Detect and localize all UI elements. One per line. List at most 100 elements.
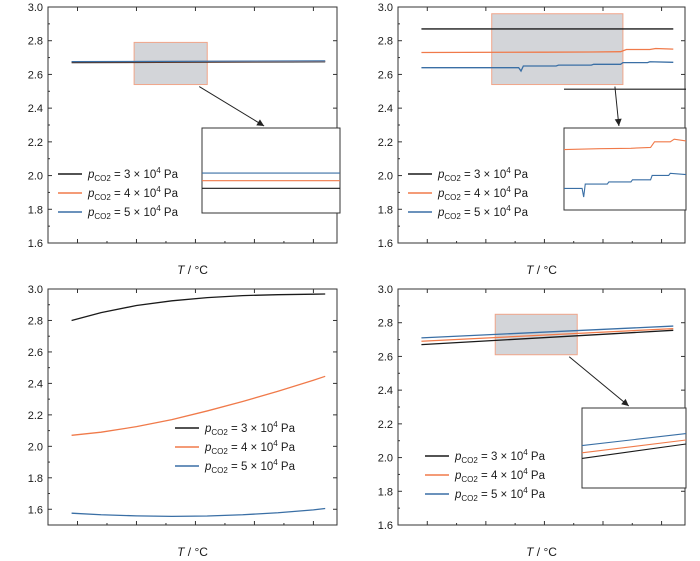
zoom-inset-frame — [563, 127, 687, 211]
legend-exponent: 4 — [273, 458, 278, 467]
zoom-arrowhead — [256, 119, 265, 126]
legend-unit: Pa — [528, 470, 546, 482]
y-tick-label: 1.8 — [378, 486, 393, 498]
legend-subscript: CO2 — [94, 193, 111, 202]
y-tick-label: 2.2 — [378, 419, 393, 431]
x-axis-title-unit: / °C — [533, 263, 557, 277]
y-tick-label: 3.0 — [378, 2, 393, 14]
legend-entry-2: pCO2 = 4 × 104 Pa — [437, 185, 529, 202]
y-tick-label: 2.0 — [28, 441, 43, 453]
series-line-2 — [421, 327, 674, 342]
y-tick-label: 1.8 — [378, 204, 393, 216]
legend-entry-3: pCO2 = 5 × 104 Pa — [204, 458, 296, 475]
y-tick-label: 2.8 — [378, 36, 393, 48]
legend-unit: Pa — [161, 169, 179, 181]
legend-unit: Pa — [278, 461, 296, 473]
y-tick-label: 3.0 — [378, 284, 393, 296]
x-axis-title-unit: / °C — [184, 263, 208, 277]
x-axis-title: T / °C — [526, 263, 557, 277]
legend-symbol: p — [87, 188, 95, 200]
legend-subscript: CO2 — [211, 447, 228, 456]
y-tick-label: 2.0 — [378, 171, 393, 183]
y-tick-label: 3.0 — [28, 284, 43, 296]
legend-symbol: p — [437, 207, 445, 219]
legend-symbol: p — [204, 461, 212, 473]
legend-value: = 3 × 10 — [478, 451, 523, 463]
x-axis-title: T / °C — [177, 263, 208, 277]
legend-exponent: 4 — [506, 204, 511, 213]
zoom-arrowhead — [621, 398, 629, 406]
legend-exponent: 4 — [523, 448, 528, 457]
zoom-region-box — [491, 13, 624, 86]
x-axis — [397, 7, 663, 243]
legend-subscript: CO2 — [461, 475, 478, 484]
zoom-series-3 — [581, 433, 687, 447]
zoom-inset — [581, 407, 687, 489]
plot-lines — [71, 60, 326, 64]
legend-subscript: CO2 — [211, 466, 228, 475]
y-tick-label: 2.6 — [378, 351, 393, 363]
series-line-3 — [421, 325, 674, 339]
x-axis-title: T / °C — [526, 545, 557, 559]
legend-symbol: p — [437, 188, 445, 200]
series-line-1 — [421, 329, 674, 346]
legend-value: = 3 × 10 — [111, 169, 156, 181]
legend-subscript: CO2 — [461, 494, 478, 503]
legend-exponent: 4 — [273, 420, 278, 429]
legend-value: = 5 × 10 — [461, 207, 506, 219]
legend-value: = 3 × 10 — [461, 169, 506, 181]
legend-entry-2: pCO2 = 4 × 104 Pa — [87, 185, 179, 202]
y-tick-label: 2.4 — [28, 378, 43, 390]
legend-exponent: 4 — [156, 185, 161, 194]
y-tick-label: 2.4 — [28, 103, 43, 115]
zoom-arrow — [568, 356, 630, 407]
legend-symbol: p — [87, 169, 95, 181]
legend-value: = 5 × 10 — [228, 461, 273, 473]
y-tick-label: 2.2 — [28, 137, 43, 149]
x-axis-title-unit: / °C — [533, 545, 557, 559]
y-tick-label: 2.8 — [28, 36, 43, 48]
legend-symbol: p — [454, 451, 462, 463]
legend-value: = 4 × 10 — [461, 188, 506, 200]
legend-value: = 3 × 10 — [228, 423, 273, 435]
x-axis-title-var: T — [526, 263, 535, 277]
legend-unit: Pa — [528, 451, 546, 463]
legend-value: = 5 × 10 — [478, 489, 523, 501]
y-tick-label: 2.6 — [28, 347, 43, 359]
legend-unit: Pa — [278, 442, 296, 454]
y-tick-label: 2.0 — [28, 171, 43, 183]
y-tick-label: 1.8 — [28, 473, 43, 485]
y-tick-label: 2.6 — [378, 69, 393, 81]
legend-unit: Pa — [161, 207, 179, 219]
legend-symbol: p — [204, 442, 212, 454]
series-line-2 — [71, 375, 326, 436]
y-tick-label: 1.6 — [378, 238, 393, 250]
legend-exponent: 4 — [156, 204, 161, 213]
series-line-1 — [71, 293, 326, 322]
legend-value: = 4 × 10 — [228, 442, 273, 454]
zoom-inset — [201, 127, 341, 214]
zoom-inset-frame — [201, 127, 341, 214]
legend-symbol: p — [87, 207, 95, 219]
legend-entry-1: pCO2 = 3 × 104 Pa — [454, 448, 546, 465]
legend-subscript: CO2 — [211, 428, 228, 437]
legend-exponent: 4 — [506, 185, 511, 194]
plot-frame — [47, 288, 338, 526]
zoom-arrow — [198, 86, 265, 127]
y-tick-label: 2.6 — [28, 69, 43, 81]
series-line-3 — [71, 60, 326, 63]
y-axis: 1.6 1.8 2.0 2.2 2.4 2.6 2.8 3.0 — [378, 2, 685, 250]
plot-lines — [71, 293, 326, 517]
legend-exponent: 4 — [506, 166, 511, 175]
x-axis — [397, 289, 663, 525]
legend-symbol: p — [204, 423, 212, 435]
legend-entry-3: pCO2 = 5 × 104 Pa — [454, 486, 546, 503]
legend-symbol: p — [454, 470, 462, 482]
y-tick-label: 2.2 — [378, 137, 393, 149]
series-line-2 — [421, 47, 674, 54]
legend-subscript: CO2 — [461, 456, 478, 465]
